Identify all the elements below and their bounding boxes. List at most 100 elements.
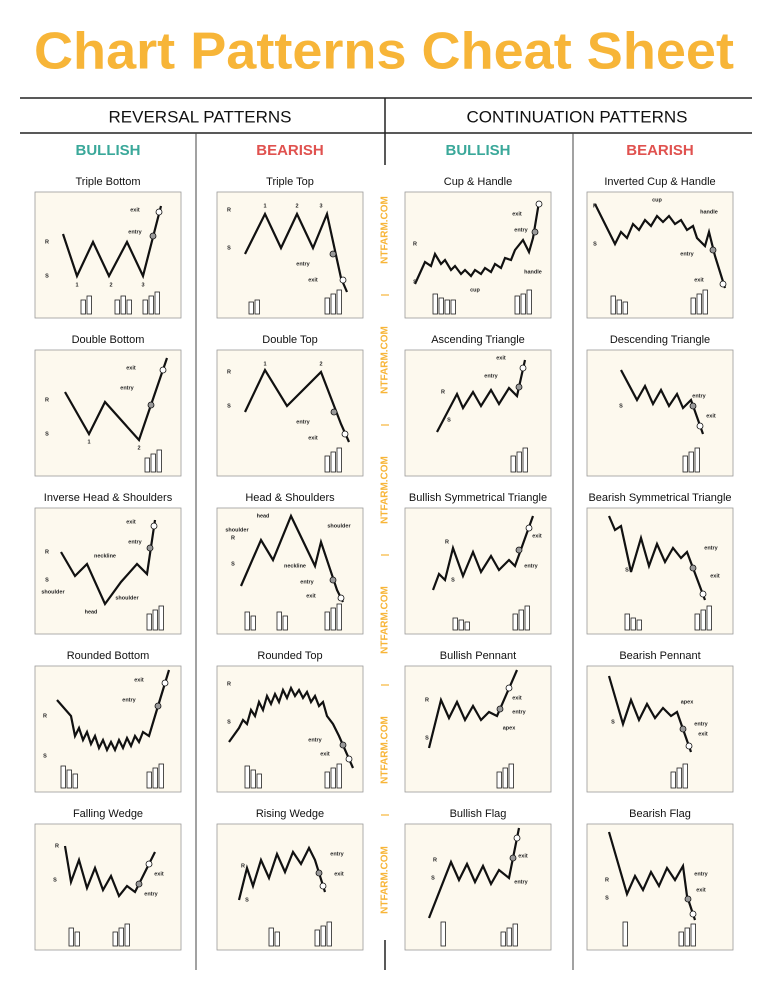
pattern-label: entry xyxy=(122,697,136,703)
pattern-label: exit xyxy=(518,853,528,859)
pattern-label: R xyxy=(227,681,231,687)
pattern-label: entry xyxy=(514,227,528,233)
entry-point xyxy=(315,869,323,877)
watermark: NTFARM.COM xyxy=(380,196,391,264)
column-heading: BEARISH xyxy=(626,142,694,159)
pattern-label: entry xyxy=(524,563,538,569)
pattern-label: 1 xyxy=(263,203,266,209)
volume-bar xyxy=(520,293,526,315)
pattern-label: S xyxy=(45,273,49,279)
volume-bar xyxy=(624,613,630,631)
exit-point xyxy=(689,910,697,918)
pattern-label: entry xyxy=(330,851,344,857)
panel-box xyxy=(586,665,734,793)
pattern-panel: R S 1 2 3 entry exit xyxy=(216,191,364,319)
exit-point xyxy=(150,522,158,530)
volume-bar xyxy=(274,931,280,947)
volume-bar xyxy=(244,611,250,631)
volume-bar xyxy=(512,613,518,631)
volume-bar xyxy=(518,609,524,631)
price-line xyxy=(244,210,349,293)
pattern-label: exit xyxy=(308,435,318,441)
pattern-label: R xyxy=(43,713,47,719)
pattern-label: entry xyxy=(484,373,498,379)
pattern-label: entry xyxy=(704,545,718,551)
pattern-label: S xyxy=(413,279,417,285)
volume-bar xyxy=(622,301,628,315)
entry-point xyxy=(339,741,347,749)
volume-bar xyxy=(124,923,130,947)
pattern-label: entry xyxy=(128,229,142,235)
pattern-label: S xyxy=(425,735,429,741)
pattern-name: Bullish Flag xyxy=(450,808,507,820)
pattern-label: exit xyxy=(706,413,716,419)
price-line xyxy=(64,357,169,443)
volume-bar xyxy=(694,613,700,631)
entry-point xyxy=(684,895,692,903)
exit-point xyxy=(159,366,167,374)
price-line xyxy=(427,827,521,919)
pattern-label: R xyxy=(433,857,437,863)
volume-bar xyxy=(276,611,282,631)
pattern-label: 1 xyxy=(75,282,78,288)
panel-box xyxy=(216,823,364,951)
exit-point xyxy=(345,755,353,763)
pattern-label: neckline xyxy=(284,563,306,569)
panel-box xyxy=(404,349,552,477)
exit-point xyxy=(685,742,693,750)
panel-box xyxy=(586,349,734,477)
exit-point xyxy=(155,208,163,216)
pattern-label: S xyxy=(245,897,249,903)
entry-point xyxy=(149,232,157,240)
volume-bar xyxy=(510,455,516,473)
volume-bar xyxy=(324,771,330,789)
pattern-label: R xyxy=(45,239,49,245)
pattern-label: S xyxy=(611,719,615,725)
pattern-label: shoulder xyxy=(225,527,249,533)
volume-bar xyxy=(256,773,262,789)
volume-bar xyxy=(506,927,512,947)
price-line xyxy=(56,669,171,753)
panel-box xyxy=(586,823,734,951)
pattern-label: R xyxy=(45,549,49,555)
volume-bar xyxy=(690,923,696,947)
entry-point xyxy=(515,383,523,391)
price-line xyxy=(237,845,327,901)
page-title: Chart Patterns Cheat Sheet xyxy=(34,23,734,81)
panel-box xyxy=(404,665,552,793)
entry-point xyxy=(679,725,687,733)
volume-bar xyxy=(142,299,148,315)
volume-bar xyxy=(616,299,622,315)
volume-bar xyxy=(514,295,520,315)
pattern-label: exit xyxy=(320,751,330,757)
volume-bar xyxy=(320,925,326,947)
pattern-label: S xyxy=(53,877,57,883)
pattern-label: 1 xyxy=(87,439,90,445)
exit-point xyxy=(535,200,543,208)
exit-point xyxy=(339,276,347,284)
volume-bar xyxy=(158,605,164,631)
volume-bar xyxy=(336,447,342,473)
pattern-label: 2 xyxy=(137,445,140,451)
volume-bar xyxy=(610,295,616,315)
price-line xyxy=(413,201,541,285)
pattern-label: R xyxy=(605,877,609,883)
pattern-label: entry xyxy=(694,871,708,877)
exit-point xyxy=(161,679,169,687)
volume-bar xyxy=(86,295,92,315)
exit-point xyxy=(513,834,521,842)
pattern-label: exit xyxy=(512,211,522,217)
volume-bar xyxy=(324,611,330,631)
volume-bar xyxy=(324,455,330,473)
volume-bar xyxy=(706,605,712,631)
volume-bar xyxy=(250,615,256,631)
pattern-panel: exit entry R S xyxy=(404,349,552,477)
entry-point xyxy=(146,544,154,552)
